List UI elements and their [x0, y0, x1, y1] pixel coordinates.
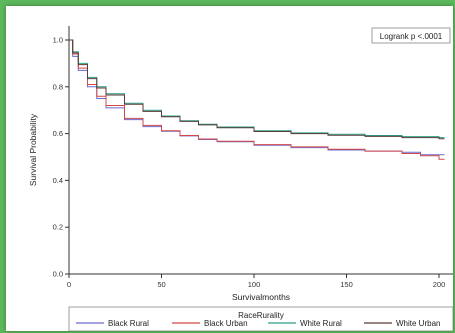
x-tick-label: 100 — [248, 280, 261, 289]
y-tick-label: 1.0 — [53, 36, 63, 45]
series-line-black-urban — [69, 39, 445, 160]
y-tick-label: 0.0 — [53, 270, 63, 279]
survival-chart: 0.0 0.2 0.4 0.6 0.8 1.0 0 50 100 150 200 Survival… — [28, 26, 453, 331]
legend-label: Black Rural — [108, 319, 149, 328]
series-line-white-rural — [69, 39, 445, 139]
legend-box — [68, 306, 453, 331]
x-tick-label: 50 — [157, 280, 165, 289]
x-tick-label: 150 — [340, 280, 353, 289]
x-tick-label: 0 — [67, 280, 71, 289]
legend-label: White Urban — [396, 319, 440, 328]
series-line-black-rural — [69, 39, 445, 156]
x-axis-title: Survivalmonths — [232, 292, 290, 302]
y-tick-label: 0.6 — [53, 129, 63, 138]
y-tick-label: 0.4 — [53, 176, 63, 185]
x-tick-label: 200 — [433, 280, 446, 289]
legend-label: White Rural — [300, 319, 342, 328]
series-line-white-urban — [69, 39, 445, 140]
chart-area: 0.0 0.2 0.4 0.6 0.8 1.0 0 50 100 150 200 Survival… — [16, 16, 453, 331]
y-axis-title: Survival Probability — [28, 113, 38, 186]
y-tick-label: 0.8 — [53, 82, 63, 91]
y-tick-label: 0.2 — [53, 223, 63, 232]
legend-title: RaceRurality — [238, 311, 284, 320]
chart-panel: 0.0 0.2 0.4 0.6 0.8 1.0 0 50 100 150 200 Survival… — [6, 6, 453, 331]
logrank-box — [371, 27, 451, 44]
logrank-annotation: Logrank p <.0001 — [380, 32, 443, 41]
legend-label: Black Urban — [204, 319, 248, 328]
